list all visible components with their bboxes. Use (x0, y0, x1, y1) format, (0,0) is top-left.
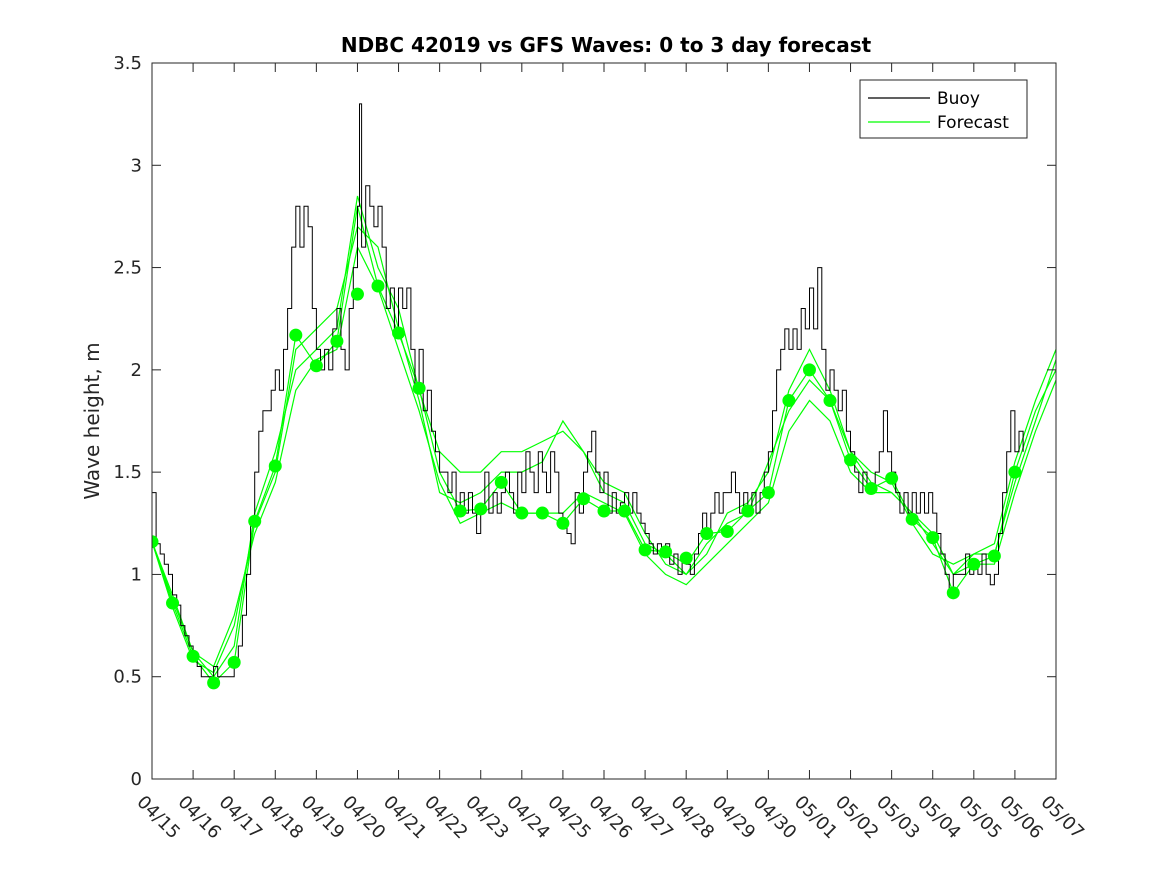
forecast-marker-3 (207, 676, 221, 690)
forecast-marker-14 (453, 504, 467, 518)
forecast-marker-26 (700, 527, 714, 541)
forecast-marker-40 (987, 549, 1001, 563)
forecast-marker-28 (741, 504, 755, 518)
forecast-marker-15 (474, 502, 488, 516)
forecast-marker-0 (152, 535, 159, 549)
forecast-marker-11 (371, 279, 385, 293)
forecast-marker-36 (905, 512, 919, 526)
y-tick-label-2: 1 (131, 564, 142, 585)
forecast-marker-16 (494, 475, 508, 489)
forecast-marker-20 (576, 492, 590, 506)
forecast-marker-9 (330, 334, 344, 348)
forecast-marker-37 (926, 531, 940, 545)
forecast-marker-25 (679, 551, 693, 565)
forecast-marker-39 (967, 557, 981, 571)
y-tick-label-3: 1.5 (113, 462, 142, 483)
y-tick-label-0: 0 (131, 769, 142, 790)
forecast-marker-30 (782, 394, 796, 408)
y-tick-label-1: 0.5 (113, 667, 142, 688)
forecast-marker-21 (597, 504, 611, 518)
y-tick-label-7: 3.5 (113, 53, 142, 74)
forecast-marker-18 (535, 506, 549, 520)
forecast-marker-10 (350, 287, 364, 301)
buoy-line (152, 103, 1024, 678)
forecast-marker-31 (802, 363, 816, 377)
forecast-marker-4 (227, 655, 241, 669)
forecast-marker-35 (885, 471, 899, 485)
legend-label-buoy: Buoy (937, 89, 980, 109)
forecast-marker-22 (618, 504, 632, 518)
forecast-marker-41 (1008, 465, 1022, 479)
forecast-marker-29 (761, 486, 775, 500)
forecast-marker-12 (392, 326, 406, 340)
forecast-marker-7 (289, 328, 303, 342)
series-group (152, 103, 1056, 690)
forecast-marker-6 (268, 459, 282, 473)
forecast-marker-19 (556, 516, 570, 530)
legend: Buoy Forecast (859, 79, 1028, 139)
forecast-marker-13 (412, 381, 426, 395)
forecast-marker-24 (659, 545, 673, 559)
legend-label-forecast: Forecast (937, 113, 1009, 133)
forecast-line-3 (152, 245, 1056, 668)
y-tick-label-5: 2.5 (113, 258, 142, 279)
y-tick-label-6: 3 (131, 155, 142, 176)
forecast-marker-32 (823, 394, 837, 408)
forecast-marker-5 (248, 514, 262, 528)
forecast-marker-8 (309, 359, 323, 373)
forecast-marker-1 (166, 596, 180, 610)
chart-title: NDBC 42019 vs GFS Waves: 0 to 3 day fore… (341, 33, 872, 57)
y-axis-label: Wave height, m (80, 342, 104, 499)
series-layer (152, 103, 1056, 690)
forecast-marker-38 (946, 586, 960, 600)
forecast-marker-27 (720, 524, 734, 538)
forecast-marker-17 (515, 506, 529, 520)
forecast-marker-34 (864, 482, 878, 496)
forecast-marker-2 (186, 649, 200, 663)
forecast-marker-23 (638, 543, 652, 557)
y-tick-label-4: 2 (131, 360, 142, 381)
legend-box (859, 79, 1028, 139)
plot-area (152, 63, 1056, 779)
forecast-marker-33 (844, 453, 858, 467)
